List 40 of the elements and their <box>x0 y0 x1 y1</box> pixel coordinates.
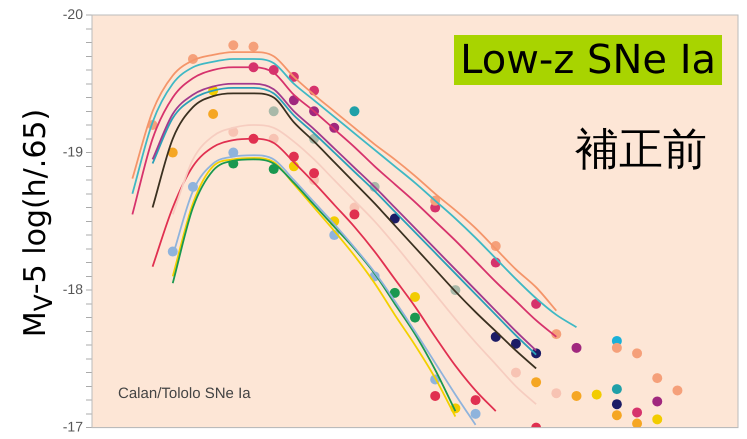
point <box>470 395 481 406</box>
point <box>208 109 218 120</box>
point <box>248 42 258 52</box>
point <box>531 377 542 388</box>
point <box>652 414 662 424</box>
point <box>228 40 238 50</box>
point <box>390 288 400 298</box>
point <box>470 408 481 419</box>
point <box>551 388 562 398</box>
point <box>309 168 320 178</box>
point <box>612 342 622 353</box>
point <box>430 390 440 401</box>
text: Low-z SNe Ia <box>454 35 722 85</box>
point <box>268 164 279 174</box>
point <box>612 410 622 420</box>
y-tick-label: -20 <box>62 6 84 22</box>
point <box>592 390 602 400</box>
point <box>652 396 662 406</box>
point <box>632 418 642 428</box>
point <box>410 292 420 302</box>
annotation: Calan/Tololo SNe Ia <box>118 385 251 402</box>
point <box>612 384 622 394</box>
y-tick-label: -19 <box>62 143 84 160</box>
point <box>168 148 178 158</box>
point <box>268 106 279 116</box>
point <box>572 342 582 353</box>
point <box>632 407 642 418</box>
point <box>612 399 622 410</box>
point <box>572 390 582 401</box>
point <box>510 338 521 349</box>
text: 補正前 <box>575 123 707 177</box>
point <box>410 312 420 323</box>
point <box>510 368 521 378</box>
point <box>632 348 642 358</box>
y-tick-label: -18 <box>62 280 84 297</box>
y-tick-label: -17 <box>62 418 84 434</box>
point <box>349 106 360 116</box>
point <box>652 373 662 384</box>
point <box>672 385 682 396</box>
point <box>349 209 360 220</box>
